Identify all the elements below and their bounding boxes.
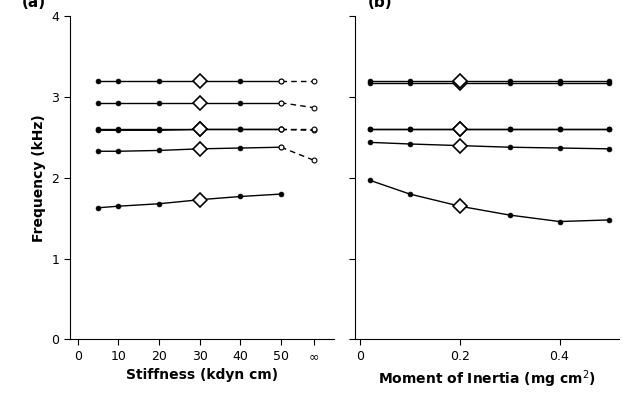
Y-axis label: Frequency (kHz): Frequency (kHz): [32, 114, 46, 242]
Text: (b): (b): [368, 0, 393, 10]
X-axis label: Stiffness (kdyn cm): Stiffness (kdyn cm): [126, 369, 277, 382]
Text: (a): (a): [22, 0, 46, 10]
X-axis label: Moment of Inertia (mg cm$^{2}$): Moment of Inertia (mg cm$^{2}$): [378, 369, 596, 390]
